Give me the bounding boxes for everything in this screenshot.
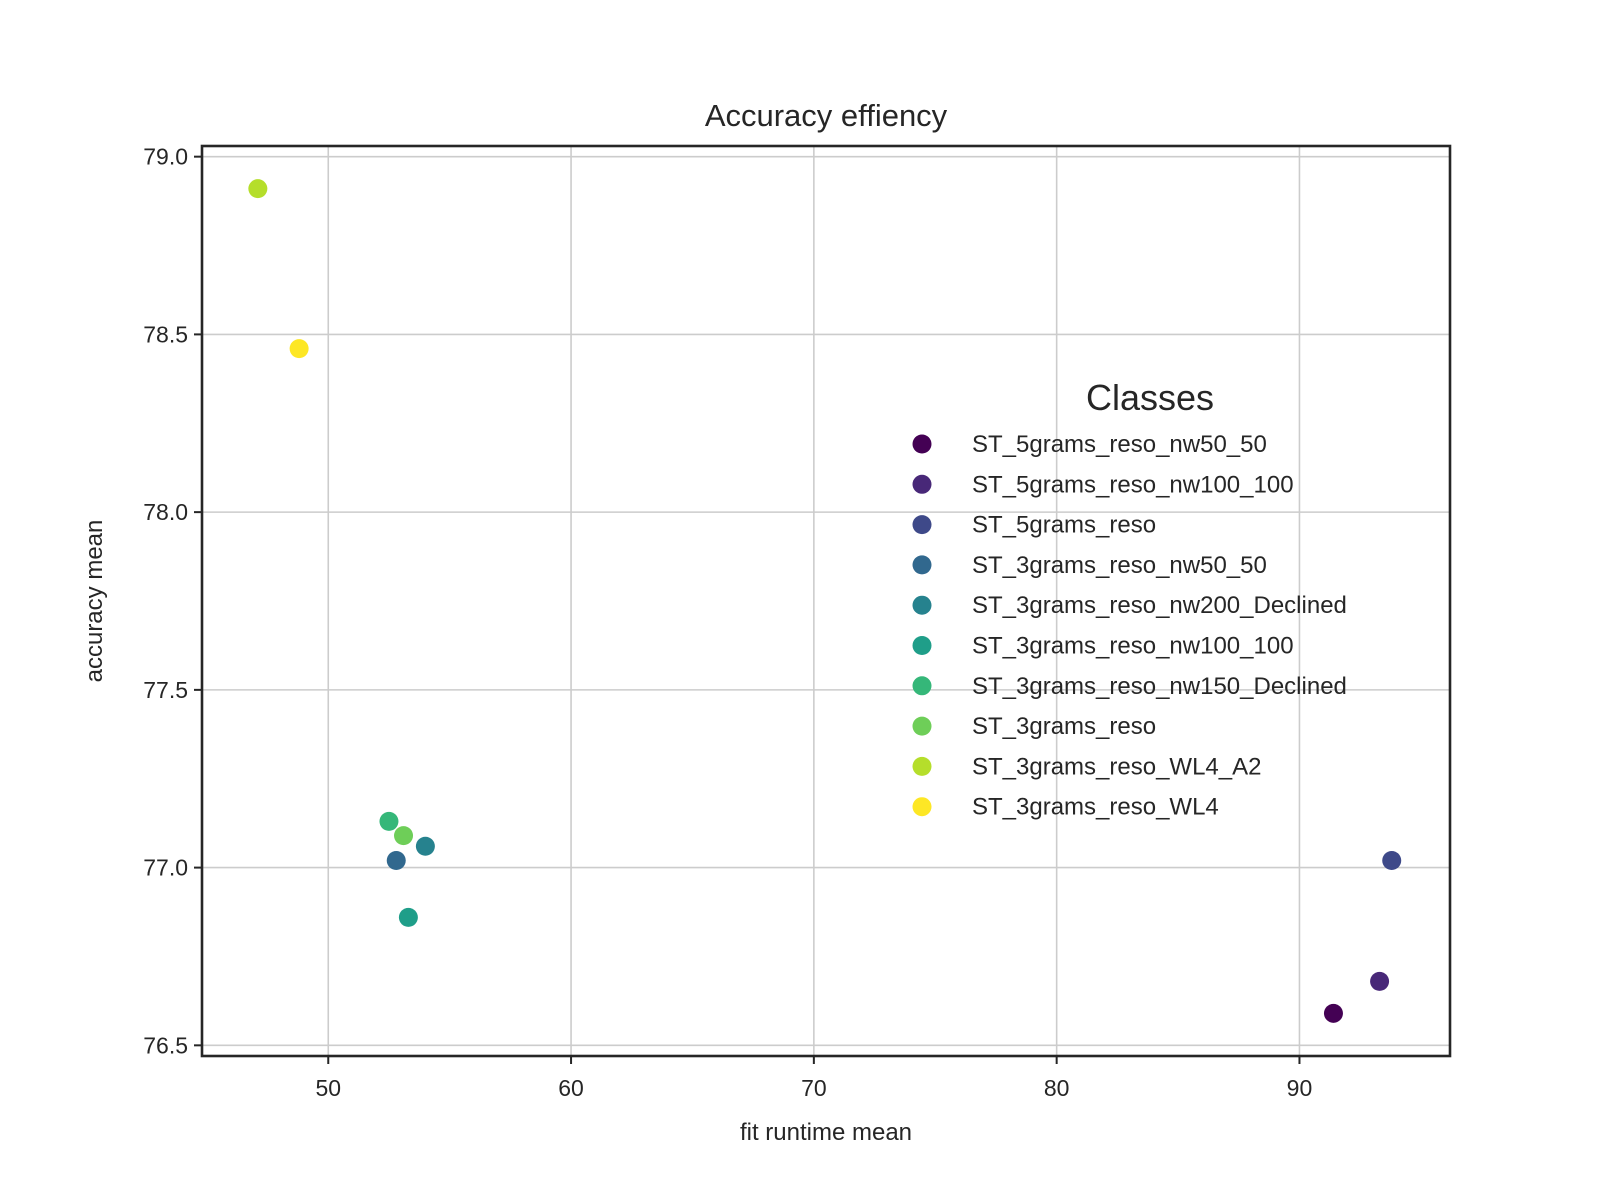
legend-entry-label: ST_3grams_reso_nw150_Declined bbox=[972, 673, 1347, 700]
y-tick-label: 76.5 bbox=[143, 1032, 188, 1058]
legend-entry-label: ST_3grams_reso_nw50_50 bbox=[972, 552, 1267, 579]
data-point bbox=[1382, 850, 1402, 870]
legend-entry-label: ST_3grams_reso bbox=[972, 713, 1156, 740]
x-tick-label: 60 bbox=[558, 1075, 584, 1101]
data-points bbox=[248, 179, 1402, 1023]
data-point bbox=[386, 850, 406, 870]
legend-entry-label: ST_3grams_reso_nw200_Declined bbox=[972, 592, 1347, 619]
legend-marker bbox=[912, 676, 932, 696]
legend-marker bbox=[912, 595, 932, 615]
legend-entry-label: ST_5grams_reso_nw100_100 bbox=[972, 471, 1294, 498]
data-point bbox=[1370, 971, 1390, 991]
legend-entry-label: ST_5grams_reso_nw50_50 bbox=[972, 431, 1267, 458]
data-point bbox=[415, 836, 435, 856]
data-point bbox=[289, 339, 309, 359]
x-tick-label: 50 bbox=[315, 1075, 341, 1101]
x-tick-label: 70 bbox=[801, 1075, 827, 1101]
x-tick-label: 80 bbox=[1044, 1075, 1070, 1101]
chart-title: Accuracy effiency bbox=[705, 98, 948, 133]
grid bbox=[202, 146, 1450, 1056]
y-tick-label: 77.0 bbox=[143, 855, 188, 881]
legend-marker bbox=[912, 756, 932, 776]
legend-entry-label: ST_5grams_reso bbox=[972, 512, 1156, 539]
legend-marker bbox=[912, 716, 932, 736]
legend-entry-label: ST_3grams_reso_WL4 bbox=[972, 794, 1219, 821]
y-axis-label: accuracy mean bbox=[81, 520, 108, 683]
legend-marker bbox=[912, 515, 932, 535]
legend-marker bbox=[912, 434, 932, 454]
y-tick-label: 77.5 bbox=[143, 677, 188, 703]
x-tick-label: 90 bbox=[1287, 1075, 1313, 1101]
plot-frame bbox=[200, 144, 1452, 1058]
legend-marker bbox=[912, 797, 932, 817]
legend-entry-label: ST_3grams_reso_nw100_100 bbox=[972, 633, 1294, 660]
data-point bbox=[394, 826, 414, 846]
legend-marker bbox=[912, 474, 932, 494]
data-point bbox=[398, 907, 418, 927]
axis-ticks: 50 60 70 80 90 76.5 77.0 77.5 78.0 78.5 79.0 bbox=[143, 144, 1312, 1101]
y-tick-label: 78.5 bbox=[143, 321, 188, 347]
legend-title: Classes bbox=[1086, 377, 1214, 418]
legend: Classes ST_5grams_reso_nw50_50 ST_5grams_… bbox=[912, 377, 1347, 821]
legend-entry-label: ST_3grams_reso_WL4_A2 bbox=[972, 753, 1261, 780]
x-axis-label: fit runtime mean bbox=[740, 1119, 912, 1146]
data-point bbox=[1323, 1003, 1343, 1023]
legend-marker bbox=[912, 636, 932, 655]
data-point bbox=[248, 179, 268, 199]
y-tick-label: 78.0 bbox=[143, 499, 188, 525]
data-point bbox=[379, 811, 399, 831]
legend-marker bbox=[912, 555, 932, 575]
y-tick-label: 79.0 bbox=[143, 144, 188, 170]
